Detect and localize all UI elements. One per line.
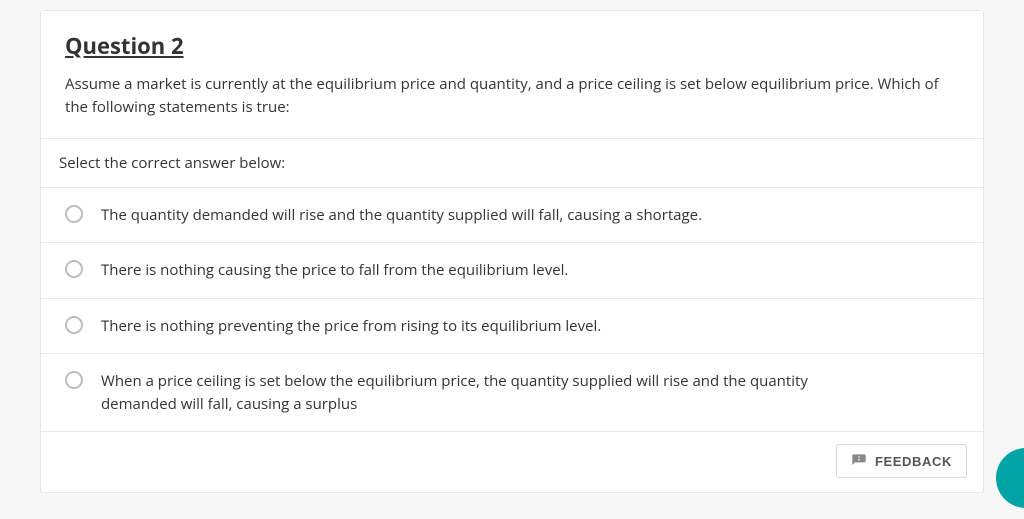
question-header: Question 2 Assume a market is currently … [41,11,983,139]
answer-option-2[interactable]: There is nothing causing the price to fa… [41,243,983,299]
answer-option-label: There is nothing causing the price to fa… [101,259,568,282]
question-title: Question 2 [65,31,959,61]
answer-option-label: The quantity demanded will rise and the … [101,204,702,227]
answer-option-3[interactable]: There is nothing preventing the price fr… [41,299,983,355]
feedback-button-label: FEEDBACK [875,454,952,469]
radio-icon [65,260,83,278]
feedback-button[interactable]: FEEDBACK [836,444,967,478]
floating-action-button[interactable] [996,448,1024,508]
question-card: Question 2 Assume a market is currently … [40,10,984,493]
radio-icon [65,371,83,389]
question-prompt: Assume a market is currently at the equi… [65,73,959,120]
feedback-icon [851,453,867,469]
answer-option-label: When a price ceiling is set below the eq… [101,370,881,415]
radio-icon [65,205,83,223]
answer-option-4[interactable]: When a price ceiling is set below the eq… [41,354,983,432]
answer-instruction: Select the correct answer below: [41,139,983,188]
answer-option-1[interactable]: The quantity demanded will rise and the … [41,188,983,244]
radio-icon [65,316,83,334]
answer-option-label: There is nothing preventing the price fr… [101,315,601,338]
card-footer: FEEDBACK [41,432,983,492]
